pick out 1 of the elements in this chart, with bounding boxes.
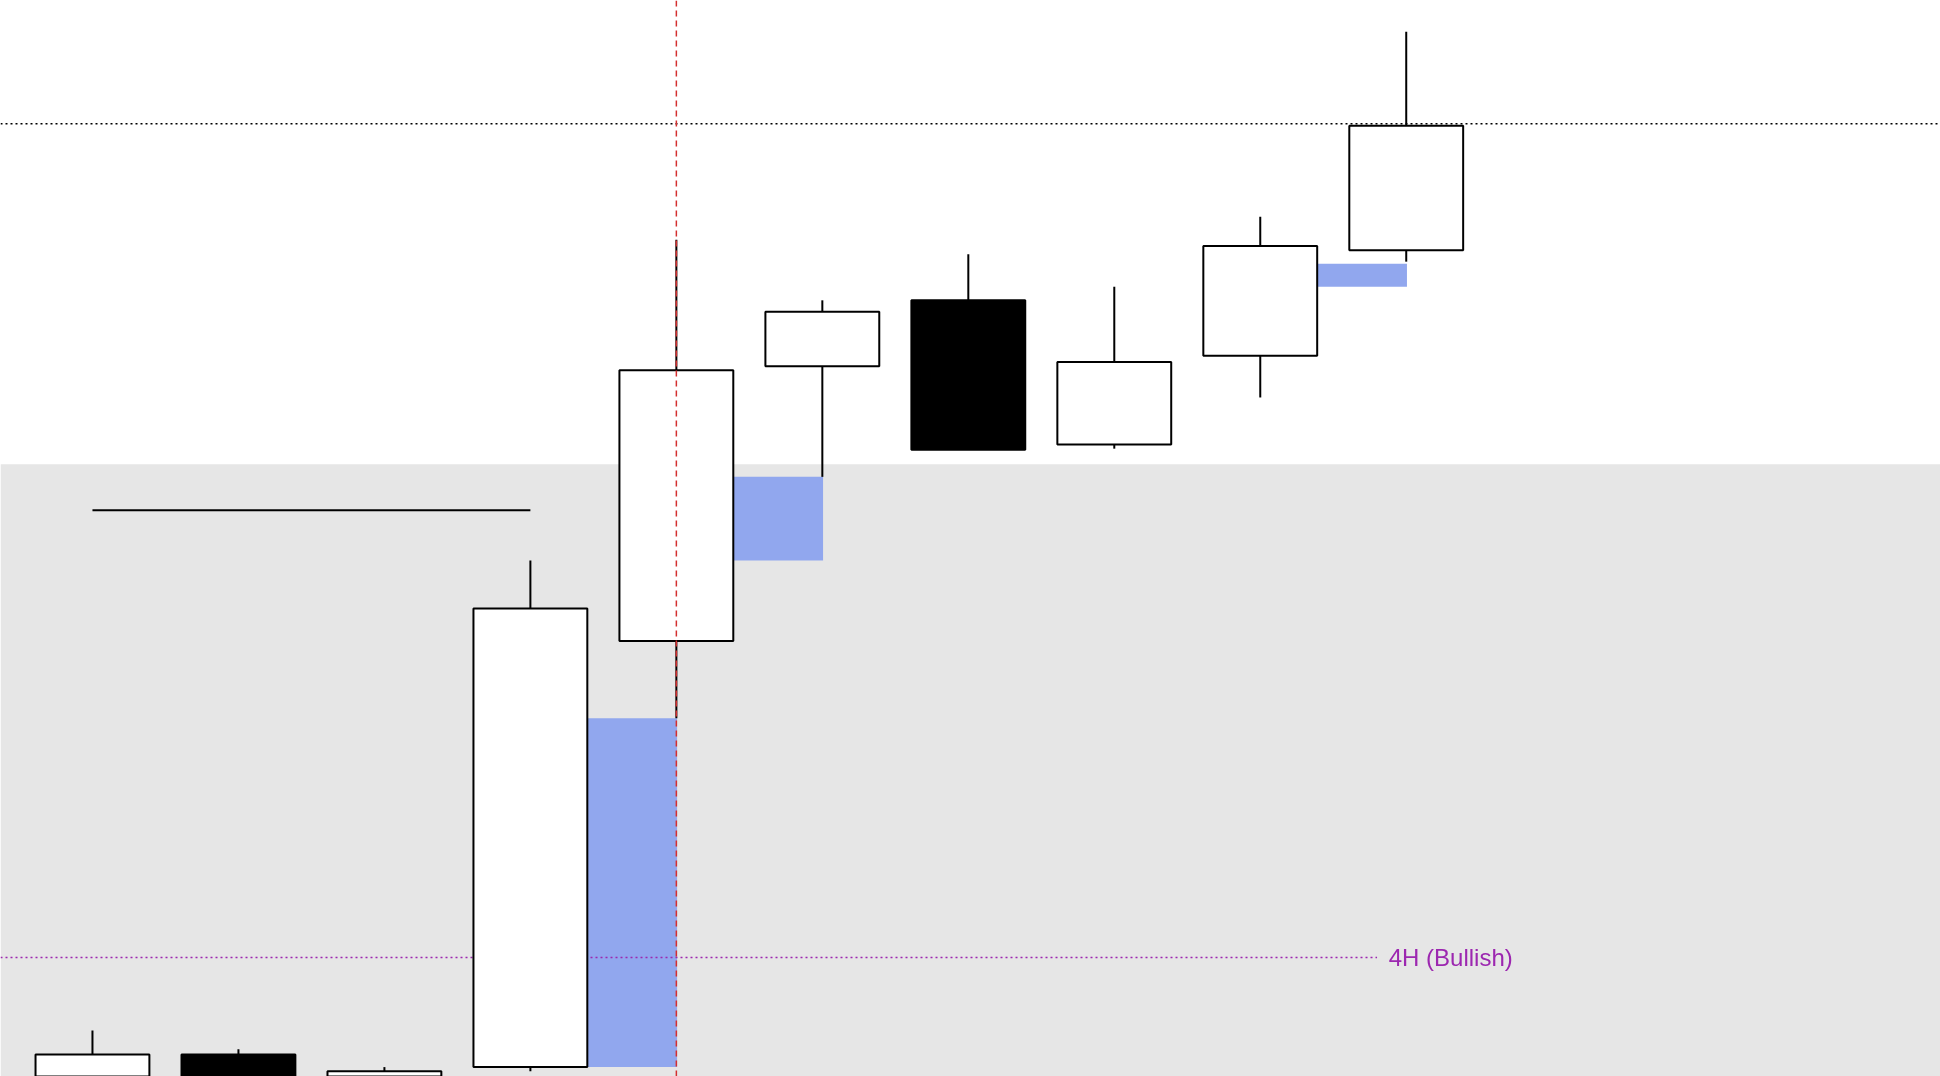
ref-line-label: 4H (Bullish) (1388, 943, 1513, 971)
